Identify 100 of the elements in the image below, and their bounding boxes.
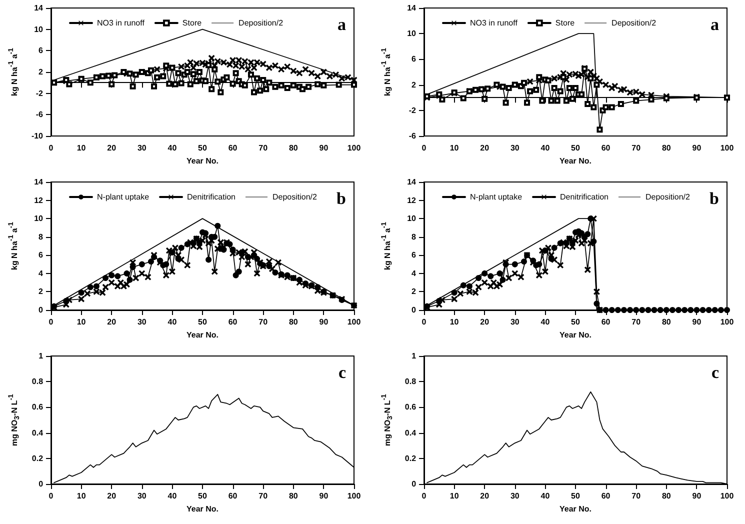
- x-tick-label: 30: [510, 492, 520, 500]
- y-tick-label: 0.8: [404, 377, 417, 386]
- y-tick-label: 6: [38, 250, 44, 260]
- x-tick-label: 10: [76, 318, 86, 326]
- x-tick-label: 20: [480, 492, 490, 500]
- x-tick-label: 50: [198, 318, 208, 326]
- x-tick-label: 40: [540, 144, 550, 152]
- y-tick-label: 12: [34, 196, 44, 205]
- x-tick-label: 90: [692, 144, 702, 152]
- x-axis-title: Year No.: [186, 330, 219, 340]
- x-tick-label: 100: [720, 144, 734, 152]
- x-axis-title: Year No.: [559, 156, 592, 166]
- y-tick-label: 2: [412, 287, 417, 296]
- x-tick-label: 90: [319, 318, 329, 326]
- x-tick-label: 10: [76, 492, 86, 500]
- x-tick-label: 10: [450, 144, 460, 152]
- x-tick-label: 80: [662, 318, 672, 326]
- y-tick-label: 6: [412, 54, 417, 64]
- y-tick-label: -6: [408, 132, 417, 140]
- y-tick-label: 2: [38, 287, 44, 296]
- x-tick-label: 100: [347, 318, 362, 326]
- x-axis-title: Year No.: [560, 504, 592, 514]
- y-tick-label: -2: [408, 106, 417, 115]
- x-tick-label: 0: [422, 492, 427, 500]
- x-tick-label: 60: [228, 144, 238, 152]
- y-tick-label: 1: [412, 352, 417, 360]
- y-tick-label: 0: [412, 480, 417, 488]
- x-tick-label: 40: [540, 318, 550, 326]
- y-tick-label: -10: [31, 132, 44, 140]
- legend-label: Deposition/2: [645, 192, 691, 202]
- legend-label: Deposition/2: [612, 18, 657, 28]
- x-tick-label: 70: [632, 492, 642, 500]
- x-tick-label: 100: [347, 492, 362, 500]
- x-tick-label: 30: [137, 318, 147, 326]
- x-tick-label: 80: [288, 318, 298, 326]
- y-tick-label: 10: [34, 214, 44, 224]
- x-tick-label: 100: [720, 318, 734, 326]
- x-tick-label: 70: [258, 492, 268, 500]
- x-tick-label: 40: [168, 144, 178, 152]
- legend-label: N-plant uptake: [470, 192, 523, 202]
- x-tick-label: 70: [258, 144, 268, 152]
- y-tick-label: 12: [407, 196, 417, 205]
- x-tick-label: 50: [198, 144, 208, 152]
- x-axis-title: Year No.: [186, 156, 219, 166]
- y-tick-label: 1: [38, 352, 44, 360]
- x-tick-label: 0: [48, 492, 54, 500]
- y-tick-label: 0: [38, 480, 44, 488]
- y-tick-label: 6: [38, 46, 44, 56]
- x-tick-label: 20: [107, 492, 117, 500]
- legend-label: Deposition/2: [272, 192, 318, 202]
- legend-label: Denitrification: [187, 192, 236, 202]
- y-tick-label: 14: [34, 4, 44, 12]
- annotation: a: [710, 15, 720, 34]
- x-tick-label: 50: [571, 144, 580, 152]
- annotation: b: [336, 189, 346, 208]
- x-tick-label: 10: [450, 318, 460, 326]
- y-tick-label: 0.2: [32, 454, 44, 463]
- y-tick-label: 10: [34, 24, 44, 34]
- y-tick-label: -2: [36, 88, 44, 98]
- legend-label: N-plant uptake: [97, 192, 150, 202]
- x-tick-label: 40: [168, 492, 178, 500]
- x-tick-label: 0: [422, 318, 427, 326]
- x-tick-label: 100: [347, 144, 362, 152]
- y-tick-label: 0.2: [404, 454, 417, 463]
- y-tick-label: 14: [34, 178, 44, 186]
- x-tick-label: 70: [258, 318, 268, 326]
- x-tick-label: 30: [510, 318, 520, 326]
- y-tick-label: 0.4: [32, 428, 44, 438]
- y-tick-label: 14: [407, 178, 417, 186]
- y-tick-label: 4: [412, 268, 417, 278]
- x-tick-label: 90: [319, 492, 329, 500]
- annotation: c: [338, 363, 346, 382]
- x-tick-label: 80: [288, 144, 298, 152]
- y-tick-label: 10: [407, 214, 417, 224]
- y-tick-label: 0: [38, 306, 44, 314]
- y-tick-label: 8: [412, 232, 417, 242]
- y-tick-label: 4: [38, 268, 44, 278]
- legend-label: Store: [182, 18, 202, 28]
- x-tick-label: 40: [168, 318, 178, 326]
- x-tick-label: 10: [450, 492, 460, 500]
- x-tick-label: 30: [510, 144, 520, 152]
- x-tick-label: 20: [480, 318, 490, 326]
- x-tick-label: 60: [601, 318, 611, 326]
- x-tick-label: 0: [48, 318, 54, 326]
- x-tick-label: 40: [540, 492, 550, 500]
- x-tick-label: 90: [319, 144, 329, 152]
- y-tick-label: 14: [407, 4, 417, 12]
- x-tick-label: 30: [137, 492, 147, 500]
- x-tick-label: 80: [662, 492, 672, 500]
- legend-label: NO3 in runoff: [470, 18, 518, 28]
- x-tick-label: 90: [692, 492, 702, 500]
- x-tick-label: 60: [601, 492, 611, 500]
- x-tick-label: 60: [228, 318, 238, 326]
- x-tick-label: 0: [48, 144, 54, 152]
- y-tick-label: 2: [412, 80, 417, 90]
- y-tick-label: -6: [36, 110, 44, 120]
- x-tick-label: 80: [288, 492, 298, 500]
- legend-label: Store: [555, 18, 576, 28]
- legend-label: NO3 in runoff: [97, 18, 146, 28]
- y-tick-label: 10: [407, 29, 417, 38]
